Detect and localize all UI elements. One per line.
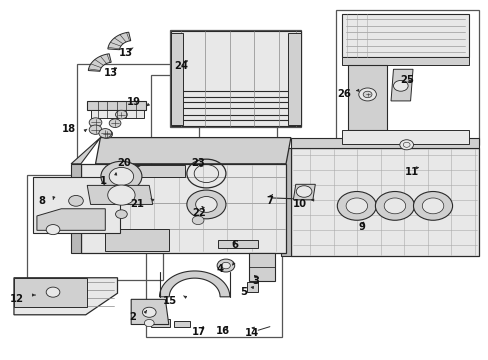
Circle shape (68, 195, 83, 206)
Text: 9: 9 (358, 222, 365, 233)
Text: 2: 2 (129, 312, 136, 322)
Polygon shape (347, 65, 386, 130)
Bar (145, 238, 281, 337)
Text: 21: 21 (130, 199, 144, 210)
Text: 19: 19 (127, 96, 141, 107)
Polygon shape (105, 229, 168, 251)
Text: 17: 17 (191, 327, 205, 337)
Text: 3: 3 (252, 276, 259, 286)
Polygon shape (173, 321, 189, 327)
Text: 15: 15 (163, 297, 177, 306)
Circle shape (144, 319, 154, 327)
Bar (150, 75, 276, 236)
Text: 22: 22 (192, 208, 206, 218)
Circle shape (109, 119, 121, 127)
Bar (336, 10, 478, 145)
Polygon shape (150, 319, 170, 327)
Circle shape (186, 190, 225, 219)
Polygon shape (95, 138, 290, 164)
Circle shape (46, 287, 60, 297)
Text: 18: 18 (62, 124, 76, 134)
Bar (27, 175, 163, 280)
Text: 10: 10 (292, 199, 306, 210)
Polygon shape (71, 138, 100, 164)
Circle shape (89, 118, 102, 127)
Circle shape (109, 167, 133, 185)
Text: 12: 12 (10, 294, 24, 304)
Circle shape (195, 197, 217, 212)
Polygon shape (87, 101, 145, 110)
Bar (170, 31, 301, 127)
Text: 14: 14 (244, 328, 259, 338)
Text: 26: 26 (336, 89, 350, 99)
Bar (171, 33, 183, 125)
Polygon shape (108, 32, 130, 50)
Circle shape (192, 216, 203, 225)
Polygon shape (14, 278, 117, 315)
Text: 24: 24 (174, 61, 188, 71)
Polygon shape (290, 138, 478, 148)
Text: 11: 11 (404, 167, 419, 177)
Polygon shape (390, 69, 412, 101)
Circle shape (217, 259, 234, 272)
Polygon shape (14, 278, 87, 306)
Polygon shape (249, 253, 274, 282)
Polygon shape (131, 299, 168, 324)
Circle shape (346, 198, 367, 214)
Circle shape (115, 110, 127, 119)
Circle shape (142, 307, 156, 317)
Text: 20: 20 (117, 158, 131, 168)
Polygon shape (342, 14, 468, 57)
Circle shape (99, 129, 111, 138)
Text: 13: 13 (103, 68, 117, 78)
Circle shape (399, 140, 413, 150)
Polygon shape (342, 57, 468, 65)
Polygon shape (106, 165, 184, 177)
Circle shape (101, 161, 142, 192)
Polygon shape (71, 164, 81, 253)
Circle shape (89, 125, 102, 134)
Polygon shape (33, 177, 120, 233)
Circle shape (358, 88, 376, 101)
Polygon shape (37, 209, 105, 230)
Text: 25: 25 (400, 75, 414, 85)
Circle shape (375, 192, 414, 220)
Circle shape (413, 192, 452, 220)
Polygon shape (281, 148, 290, 256)
Polygon shape (342, 130, 468, 144)
Circle shape (296, 186, 311, 197)
Circle shape (221, 262, 230, 269)
Circle shape (384, 198, 405, 214)
Bar (288, 33, 300, 125)
Text: 7: 7 (265, 196, 272, 206)
Text: 6: 6 (231, 240, 238, 251)
Polygon shape (90, 110, 144, 118)
Polygon shape (88, 54, 111, 71)
Circle shape (422, 198, 443, 214)
Circle shape (363, 91, 371, 98)
Text: 23: 23 (191, 158, 205, 168)
Circle shape (115, 210, 127, 219)
Polygon shape (81, 164, 285, 253)
Circle shape (101, 130, 112, 138)
Bar (77, 64, 198, 220)
Text: 16: 16 (215, 326, 229, 336)
Text: 8: 8 (38, 196, 45, 206)
Polygon shape (293, 184, 315, 200)
Text: 13: 13 (119, 49, 133, 58)
Circle shape (337, 192, 376, 220)
Polygon shape (159, 271, 229, 297)
Text: 4: 4 (216, 264, 224, 274)
Circle shape (107, 185, 135, 205)
Polygon shape (290, 148, 478, 256)
Circle shape (46, 225, 60, 235)
Text: 1: 1 (100, 176, 106, 186)
Bar (171, 31, 300, 126)
Polygon shape (217, 240, 258, 248)
Circle shape (393, 80, 407, 91)
Polygon shape (87, 185, 152, 204)
Polygon shape (246, 283, 258, 292)
Text: 5: 5 (240, 287, 246, 297)
